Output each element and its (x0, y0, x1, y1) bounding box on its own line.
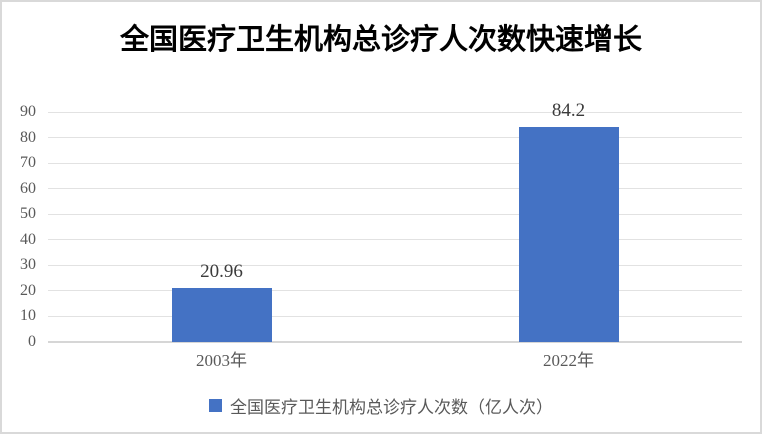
gridline-y-20 (48, 290, 742, 292)
y-tick-label-40: 40 (20, 230, 36, 248)
x-tick-label-2003年: 2003年 (196, 351, 247, 370)
y-tick-label-60: 60 (20, 179, 36, 197)
y-axis: 0 10 20 30 40 50 60 70 80 90 (2, 103, 42, 350)
y-tick-label-80: 80 (20, 128, 36, 146)
gridline-y-30 (48, 264, 742, 266)
x-axis-line (48, 341, 742, 343)
y-tick-label-90: 90 (20, 103, 36, 120)
gridline-y-90 (48, 111, 742, 113)
x-tick-label-2022年: 2022年 (543, 351, 594, 370)
y-tick-label-50: 50 (20, 205, 36, 223)
gridline-y-50 (48, 213, 742, 215)
y-tick-label-10: 10 (20, 307, 36, 325)
gridline-y-40 (48, 239, 742, 241)
gridline-y-10 (48, 315, 742, 317)
y-tick-label-0: 0 (28, 333, 36, 350)
data-label-2022年: 84.2 (551, 99, 586, 121)
y-tick-label-30: 30 (20, 256, 36, 274)
x-axis: 2003年 2022年 (48, 350, 742, 374)
legend: 全国医疗卫生机构总诊疗人次数（亿人次） (2, 393, 760, 418)
data-label-2003年: 20.96 (200, 261, 243, 283)
bar-2022年 (518, 126, 619, 342)
legend-label: 全国医疗卫生机构总诊疗人次数（亿人次） (230, 398, 553, 417)
y-tick-label-70: 70 (20, 154, 36, 172)
bar-2003年 (171, 288, 272, 342)
chart-title: 全国医疗卫生机构总诊疗人次数快速增长 (119, 24, 642, 56)
legend-marker-square-icon (209, 399, 222, 412)
gridline-y-80 (48, 137, 742, 139)
gridline-y-70 (48, 162, 742, 164)
y-tick-label-20: 20 (20, 281, 36, 299)
plot-area: 20.96 84.2 (48, 100, 742, 343)
gridline-y-60 (48, 188, 742, 190)
